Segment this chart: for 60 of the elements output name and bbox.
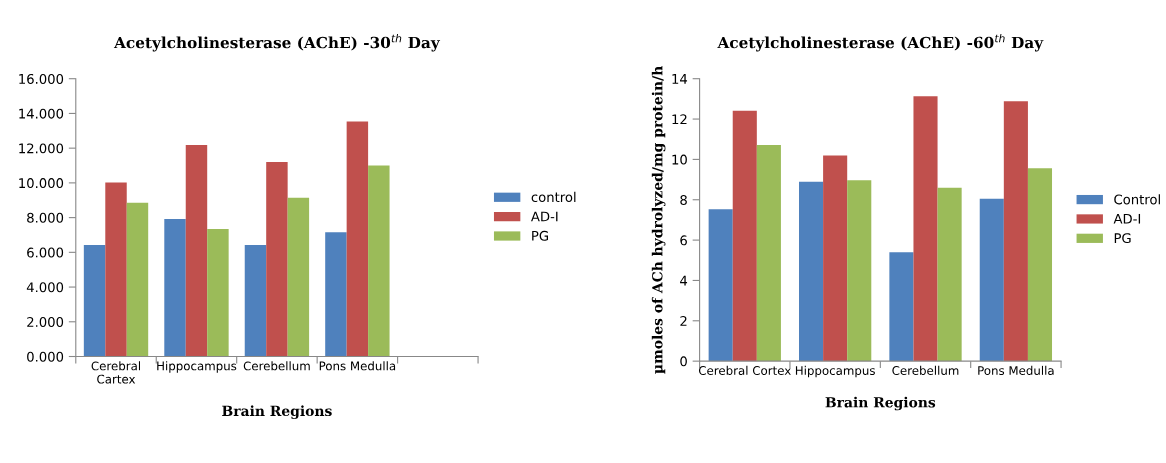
x-axis-title: Brain Regions bbox=[222, 405, 332, 419]
x-tick-label: Cerebral Cartex bbox=[91, 361, 141, 384]
legend-label: Control bbox=[1114, 194, 1160, 205]
bar bbox=[847, 180, 872, 362]
x-tick-label: Cerebellum bbox=[892, 365, 959, 375]
bar bbox=[799, 181, 824, 362]
x-tick-label: Cerebral Cortex bbox=[698, 365, 791, 375]
bar bbox=[207, 228, 229, 357]
bar bbox=[1003, 101, 1028, 362]
bar bbox=[287, 197, 310, 357]
bar bbox=[979, 198, 1004, 362]
y-tick-label: 8 bbox=[680, 194, 687, 205]
y-tick-label: 8.000 bbox=[27, 212, 64, 223]
chart-title: Acetylcholinesterase (AChE) -60$^{th}$ Day bbox=[717, 34, 1044, 52]
y-tick-label: 12 bbox=[672, 114, 687, 125]
bar bbox=[913, 96, 938, 362]
x-tick-label: Hippocampus bbox=[795, 365, 875, 378]
legend-label: PG bbox=[1114, 233, 1131, 244]
bar bbox=[185, 145, 208, 357]
bar bbox=[732, 110, 757, 362]
x-tick-label: Pons Medulla bbox=[978, 365, 1054, 375]
y-tick-label: 16.000 bbox=[19, 73, 64, 84]
y-tick-label: 14.000 bbox=[19, 108, 64, 119]
y-tick-label: 12.000 bbox=[19, 143, 64, 154]
bar bbox=[126, 202, 149, 357]
y-tick-label: 6.000 bbox=[27, 247, 64, 258]
bar bbox=[823, 155, 848, 362]
y-tick-label: 4.000 bbox=[26, 282, 64, 293]
x-tick-label: Cerebellum bbox=[243, 361, 310, 371]
bar bbox=[266, 162, 288, 357]
y-tick-label: 10.000 bbox=[19, 178, 64, 189]
bar bbox=[889, 252, 914, 362]
legend-label: PG bbox=[532, 230, 548, 241]
legend-label: control bbox=[531, 191, 576, 203]
bar bbox=[708, 209, 733, 362]
x-axis-title: Brain Regions bbox=[825, 396, 936, 411]
bar bbox=[83, 245, 106, 357]
bar bbox=[105, 182, 127, 357]
bar bbox=[164, 219, 186, 357]
bar bbox=[244, 245, 267, 357]
y-tick-label: 6 bbox=[680, 235, 687, 246]
y-tick-label: 4 bbox=[680, 275, 688, 286]
x-tick-label: Pons Medulla bbox=[319, 361, 396, 371]
y-axis-title: µmoles of ACh hydrolyzed/mg protein/h bbox=[651, 66, 666, 374]
bar bbox=[937, 187, 962, 362]
legend-label: AD-I bbox=[531, 211, 558, 222]
y-tick-label: 0 bbox=[680, 356, 687, 367]
bar bbox=[368, 165, 390, 357]
x-tick-label: Hippocampus bbox=[157, 361, 237, 373]
y-tick-label: 2.000 bbox=[27, 317, 64, 327]
chart-title: Acetylcholinesterase (AChE) -30$^{th}$ Day bbox=[113, 34, 441, 52]
bar bbox=[325, 232, 347, 357]
y-tick-label: 14 bbox=[672, 74, 688, 84]
y-tick-label: 2 bbox=[680, 316, 687, 326]
bar bbox=[346, 121, 369, 357]
bar bbox=[756, 145, 781, 362]
legend-label: AD-I bbox=[1113, 213, 1141, 224]
y-tick-label: 10 bbox=[672, 154, 687, 165]
bar bbox=[1027, 168, 1053, 362]
y-tick-label: 0.000 bbox=[27, 351, 64, 362]
